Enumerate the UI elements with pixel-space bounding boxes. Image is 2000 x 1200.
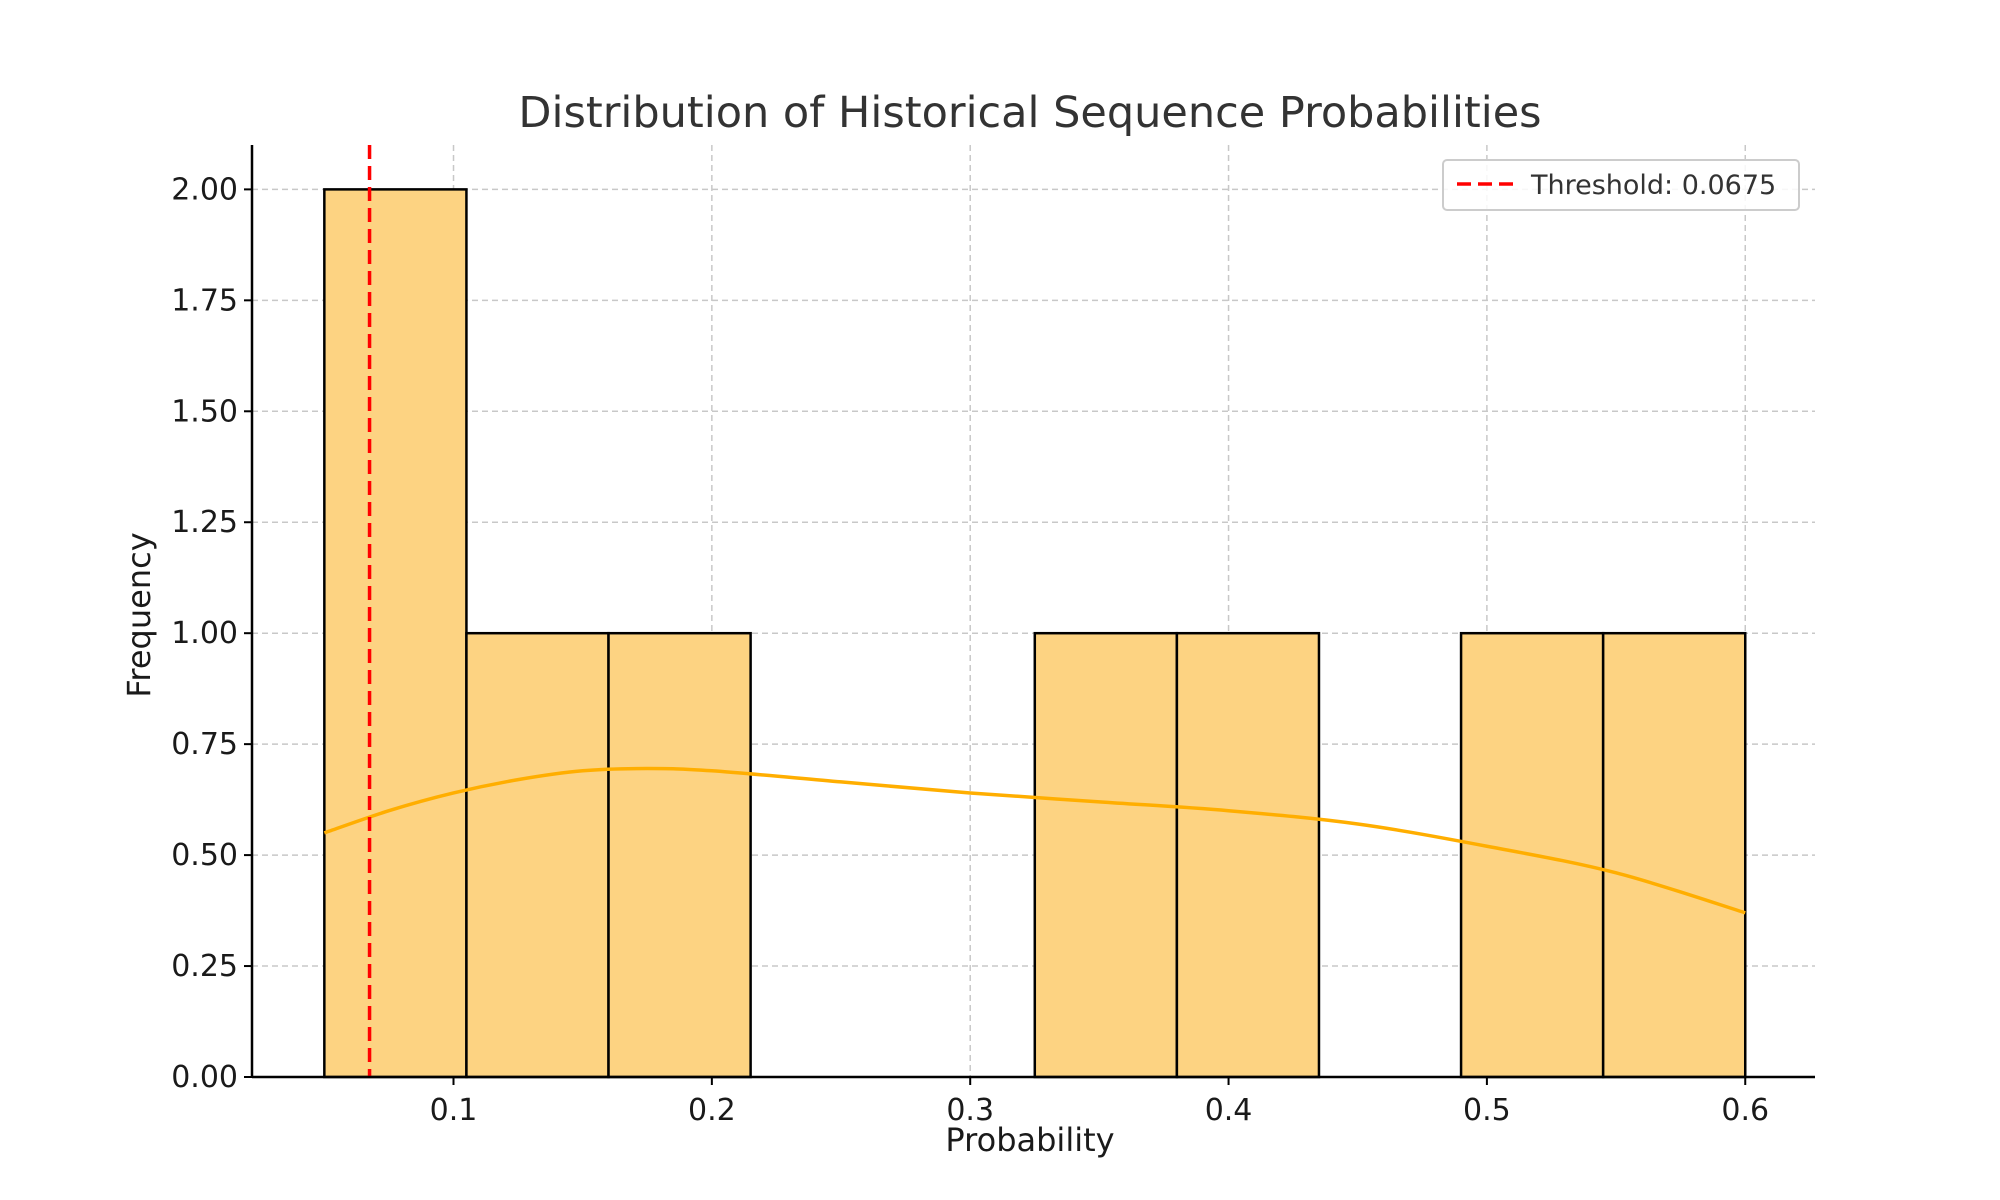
y-tick-label-7: 1.75 [171,283,238,318]
y-axis-ticks: 0.00 0.25 0.50 0.75 1.00 1.25 1.50 1.75 2.00 [171,172,252,1095]
y-tick-label-1: 0.25 [171,949,238,984]
x-tick-label-1: 0.2 [688,1093,736,1128]
histogram-bar-1 [465,631,610,1079]
y-tick-label-3: 0.75 [171,727,238,762]
kde-curve [323,766,1746,915]
y-tick-label-6: 1.50 [171,394,238,429]
y-tick-label-0: 0.00 [171,1060,238,1095]
x-axis-ticks: 0.1 0.2 0.3 0.4 0.5 0.6 [430,1077,1769,1128]
y-tick-label-8: 2.00 [171,172,238,207]
y-tick-label-2: 0.50 [171,838,238,873]
chart-title: Distribution of Historical Sequence Prob… [518,88,1541,138]
histogram-bar-9 [1601,631,1747,1079]
legend-box [1442,159,1800,211]
x-tick-label-0: 0.1 [430,1093,478,1128]
legend-threshold-label: Threshold: 0.0675 [1530,170,1776,201]
y-tick-label-5: 1.25 [171,505,238,540]
histogram-bar-2 [607,631,752,1079]
x-tick-label-4: 0.5 [1463,1093,1511,1128]
histogram-bar-5 [1033,631,1179,1079]
x-axis-label: Probability [945,1121,1114,1159]
y-axis-label: Frequency [120,532,158,697]
histogram-bar-6 [1175,631,1321,1079]
kde-curve-group [323,766,1746,915]
y-tick-label-4: 1.00 [171,616,238,651]
histogram-bar-0 [323,188,468,1079]
x-tick-label-5: 0.6 [1721,1093,1769,1128]
x-tick-label-3: 0.4 [1205,1093,1253,1128]
histogram-bars [323,188,1747,1079]
x-tick-label-2: 0.3 [946,1093,994,1128]
legend: Threshold: 0.0675 [1442,159,1800,211]
